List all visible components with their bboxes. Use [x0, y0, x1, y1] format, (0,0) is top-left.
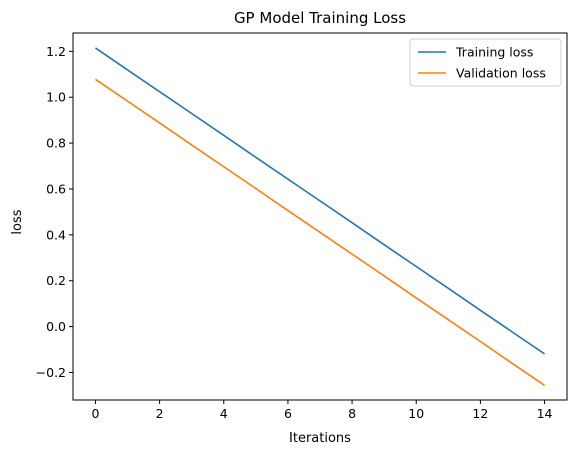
x-tick-label: 14	[537, 406, 553, 421]
y-tick-label: 0.0	[46, 319, 66, 334]
legend: Training loss Validation loss	[409, 38, 562, 87]
y-axis-ticks: −0.2 0.0 0.2 0.4 0.6 0.8 1.0 1.2	[36, 44, 73, 380]
chart-title: GP Model Training Loss	[234, 9, 406, 27]
series-line-training	[94, 47, 545, 355]
y-tick-label: 0.8	[46, 136, 66, 151]
x-tick-label: 10	[408, 406, 424, 421]
legend-label: Training loss	[455, 45, 533, 60]
x-tick-label: 4	[220, 406, 228, 421]
y-axis-label: loss	[10, 209, 25, 234]
y-tick-label: 0.6	[46, 181, 66, 196]
plot-area	[72, 32, 568, 401]
x-tick-label: 12	[472, 406, 488, 421]
y-tick-label: 0.4	[46, 227, 66, 242]
x-axis-ticks: 0 2 4 6 8 10 12 14	[91, 400, 553, 421]
x-tick-label: 2	[156, 406, 164, 421]
series-line-validation	[95, 78, 545, 386]
y-tick-label: 1.2	[46, 44, 66, 59]
y-tick-label: 0.2	[46, 273, 66, 288]
x-axis-label: Iterations	[289, 431, 351, 446]
legend-box	[409, 38, 562, 87]
x-tick-label: 6	[284, 406, 292, 421]
x-tick-label: 0	[91, 406, 99, 421]
y-tick-label: 1.0	[46, 90, 66, 105]
x-tick-label: 8	[348, 406, 356, 421]
plot-frame	[72, 32, 568, 401]
series-lines	[94, 47, 545, 386]
y-tick-label: −0.2	[36, 365, 66, 380]
legend-label: Validation loss	[456, 66, 546, 81]
